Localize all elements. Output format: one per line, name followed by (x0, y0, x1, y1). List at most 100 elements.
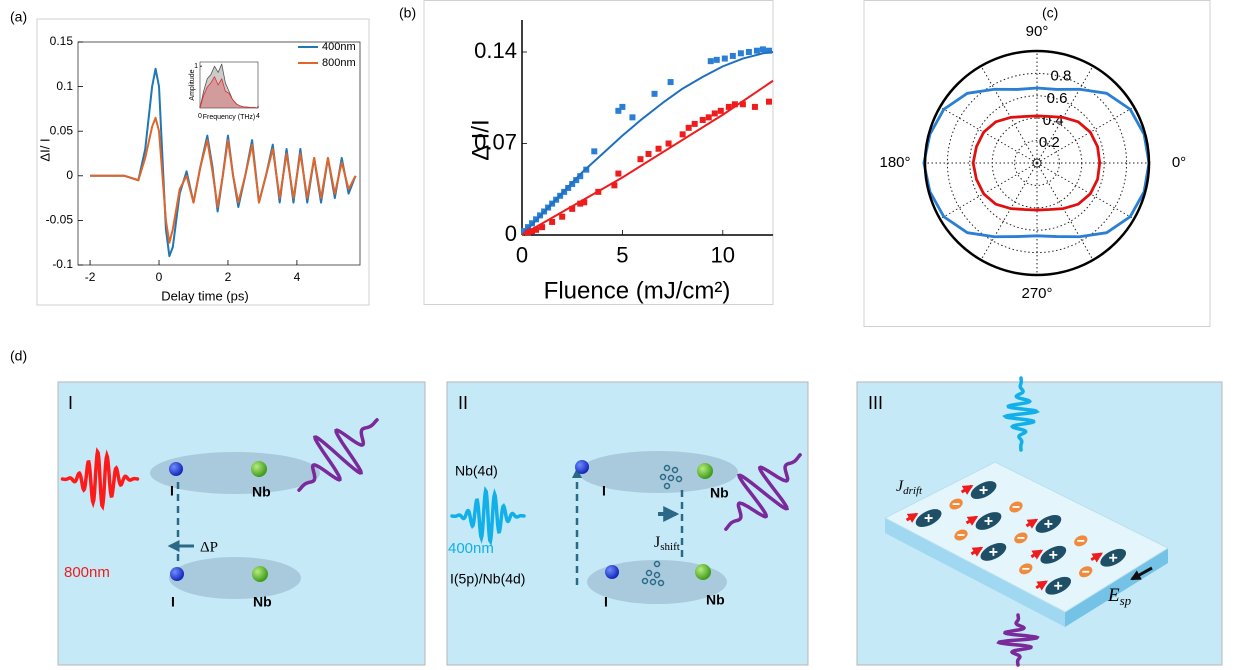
panel-b-frame (423, 0, 774, 305)
y-axis-label: Amplitude (189, 69, 196, 100)
y-axis-label: Δ I/I (467, 119, 494, 160)
series-line (971, 114, 1102, 212)
chart: 0.2 0.4 0.6 0.8 0° 90° 180° 270° (879, 23, 1186, 302)
panel-III: III Jdrift Esp (856, 381, 1223, 666)
shift-label: ΔP (200, 539, 218, 555)
atom-nb (251, 461, 267, 477)
legend-label: 400nm (322, 41, 356, 53)
polar-frame (923, 49, 1151, 277)
marker (721, 55, 728, 62)
y-tick-label: 0.05 (50, 123, 74, 137)
x-tick-label: 0 (156, 270, 163, 284)
marker (765, 98, 772, 105)
marker (729, 52, 736, 59)
panel-label: (b) (399, 5, 416, 21)
marker (667, 79, 674, 86)
r-grid-circle (991, 117, 1083, 209)
panel-label: (d) (10, 348, 27, 364)
orbital (587, 560, 727, 604)
field-label: Esp (1107, 585, 1132, 608)
x-tick-label: 4 (256, 113, 260, 120)
marker (629, 114, 636, 121)
x-tick-label: 10 (711, 243, 735, 268)
light-pulse (60, 447, 140, 511)
area-fill (200, 64, 258, 108)
panel-title: III (868, 393, 883, 413)
marker (539, 224, 546, 231)
marker (525, 224, 532, 231)
marker (655, 145, 662, 152)
theta-tick-label: 90° (1026, 23, 1049, 40)
r-grid-circle (1014, 140, 1060, 186)
center-mark (1032, 158, 1042, 168)
marker (731, 101, 738, 108)
atom-nb (695, 564, 711, 580)
r-grid-circle (946, 72, 1128, 254)
atom-nb (252, 566, 268, 582)
y-tick-label: 0 (66, 168, 73, 182)
theta-tick-label: 270° (1021, 285, 1052, 302)
y-tick-label: 0 (505, 221, 517, 246)
atom-label: I (170, 483, 174, 499)
marker (679, 131, 686, 138)
marker (573, 177, 580, 184)
series-line (521, 51, 774, 236)
series-line (199, 76, 259, 109)
chart: 0 5 10 0 0.07 0.14 Fluence (mJ/cm²) Δ I/I (467, 20, 774, 304)
charts: -2 0 2 4 -0.1 -0.05 0 0.05 0.1 0.15 Delay time (ps… (10, 5, 1186, 305)
marker (619, 103, 626, 110)
y-tick-label: 0.07 (474, 129, 517, 154)
current-symbol: J (896, 478, 904, 495)
drift-arrow (1035, 580, 1049, 591)
theta-grid-line (1036, 65, 1094, 164)
chart: -2 0 2 4 -0.1 -0.05 0 0.05 0.1 0.15 Delay time (ps… (37, 34, 361, 303)
marker (651, 90, 658, 97)
orbital (169, 557, 301, 599)
panel-I: I I Nb I Nb ΔP 800nm (57, 381, 426, 666)
atom-i (575, 460, 589, 474)
panel-II: II I Nb I Nb Nb(4d) I(5p)/Nb(4d) 400nm J… (446, 381, 809, 666)
theta-grid-line (980, 162, 1038, 261)
current-label: Jshift (654, 534, 680, 553)
series-line (90, 116, 357, 244)
theta-tick-label: 0° (1172, 154, 1186, 171)
field-arrow (1130, 566, 1153, 581)
marker (691, 120, 698, 127)
marker (611, 182, 618, 189)
panel-c-frame (863, 0, 1211, 327)
legend-label: 800nm (322, 57, 356, 69)
level-label: I(5p)/Nb(4d) (450, 571, 525, 587)
field-subscript: sp (1120, 593, 1132, 608)
marker (705, 114, 712, 121)
theta-grid-line (1036, 162, 1094, 261)
y-tick-label: 0.14 (474, 38, 517, 63)
current-subscript: drift (903, 485, 923, 497)
theta-grid-line (939, 106, 1038, 164)
carriers (641, 464, 683, 587)
atom-label: Nb (710, 485, 729, 501)
light-pulse (724, 453, 802, 531)
plot-frame (77, 41, 361, 266)
marker (759, 46, 766, 53)
theta-tick-label: 180° (879, 154, 910, 171)
marker (717, 107, 724, 114)
marker (707, 58, 714, 65)
marker (591, 148, 598, 155)
atom-i (169, 462, 183, 476)
y-axis-label: ΔI/ I (37, 138, 52, 161)
atom-label: I (604, 594, 608, 610)
drift-arrow (1030, 549, 1044, 560)
drift-arrow (960, 484, 974, 495)
plus-sign (1109, 553, 1118, 562)
x-axis-label: Delay time (ps) (161, 288, 248, 303)
light-pulse (1002, 376, 1040, 452)
series-line (521, 79, 774, 236)
marker (559, 213, 566, 220)
marker (645, 150, 652, 157)
marker (713, 56, 720, 63)
marker (753, 47, 760, 54)
current-subscript: shift (660, 541, 680, 553)
light-pulse (450, 486, 526, 546)
